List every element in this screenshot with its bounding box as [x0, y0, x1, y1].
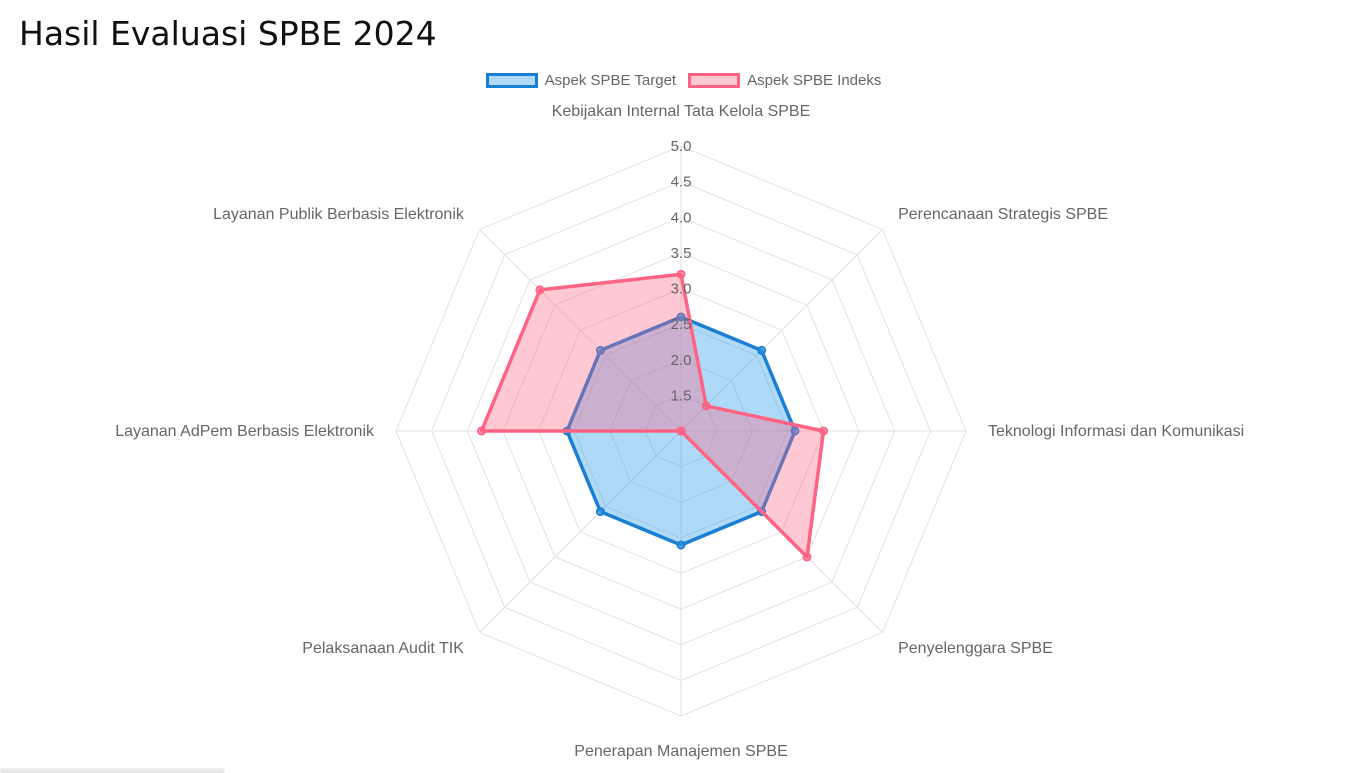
- axis-label-3: Penyelenggara SPBE: [898, 640, 1053, 657]
- legend-swatch-target: [485, 73, 538, 88]
- tick-label-0: 1.5: [671, 387, 692, 404]
- page-title: Hasil Evaluasi SPBE 2024: [19, 14, 437, 53]
- horizontal-scrollbar[interactable]: [0, 768, 225, 773]
- series-1-point-2[interactable]: [819, 426, 828, 436]
- series-0-point-2[interactable]: [790, 426, 800, 436]
- legend-label-target: Aspek SPBE Target: [544, 72, 677, 89]
- series-1-point-5[interactable]: [676, 426, 686, 436]
- legend-label-indeks: Aspek SPBE Indeks: [747, 72, 882, 89]
- series-0-point-1[interactable]: [757, 345, 767, 355]
- tick-label-6: 4.5: [671, 174, 692, 191]
- series-1-point-1[interactable]: [701, 401, 711, 411]
- tick-label-5: 4.0: [671, 209, 692, 226]
- series-0-point-5[interactable]: [595, 507, 605, 517]
- legend-item-target[interactable]: Aspek SPBE Target: [485, 72, 677, 89]
- tick-label-7: 5.0: [671, 138, 692, 155]
- series-1-point-0[interactable]: [676, 269, 686, 279]
- series-0-point-0[interactable]: [676, 312, 686, 322]
- grid-spoke-5: [479, 430, 682, 633]
- series-1-point-3[interactable]: [802, 552, 812, 562]
- radar-axis-labels: Kebijakan Internal Tata Kelola SPBE Peren…: [115, 103, 1244, 760]
- chart-legend: Aspek SPBE Target Aspek SPBE Indeks: [0, 72, 1367, 89]
- axis-label-6: Layanan AdPem Berbasis Elektronik: [115, 423, 375, 440]
- axis-label-0: Kebijakan Internal Tata Kelola SPBE: [552, 103, 811, 120]
- tick-label-2: 2.5: [671, 316, 692, 333]
- radar-ticks: 1.5 2.0 2.5 3.0 3.5 4.0 4.5 5.0: [671, 138, 692, 404]
- series-1: [477, 269, 828, 562]
- axis-label-4: Penerapan Manajemen SPBE: [574, 743, 787, 760]
- axis-label-2: Teknologi Informasi dan Komunikasi: [988, 423, 1244, 440]
- series-0-point-7[interactable]: [595, 345, 605, 355]
- tick-label-4: 3.5: [671, 245, 692, 262]
- legend-item-indeks[interactable]: Aspek SPBE Indeks: [688, 72, 881, 89]
- radar-series: [477, 269, 828, 562]
- legend-swatch-indeks: [688, 73, 741, 88]
- tick-label-3: 3.0: [671, 281, 692, 298]
- grid-spoke-7: [479, 229, 682, 432]
- series-0-point-4[interactable]: [676, 540, 686, 550]
- axis-label-5: Pelaksanaan Audit TIK: [302, 640, 464, 657]
- tick-label-1: 2.0: [671, 352, 692, 369]
- series-area-1: [479, 272, 826, 559]
- grid-spoke-1: [680, 229, 883, 432]
- axis-label-7: Layanan Publik Berbasis Elektronik: [213, 206, 465, 223]
- series-1-point-6[interactable]: [477, 426, 486, 436]
- series-1-point-7[interactable]: [535, 285, 545, 295]
- axis-label-1: Perencanaan Strategis SPBE: [898, 206, 1108, 223]
